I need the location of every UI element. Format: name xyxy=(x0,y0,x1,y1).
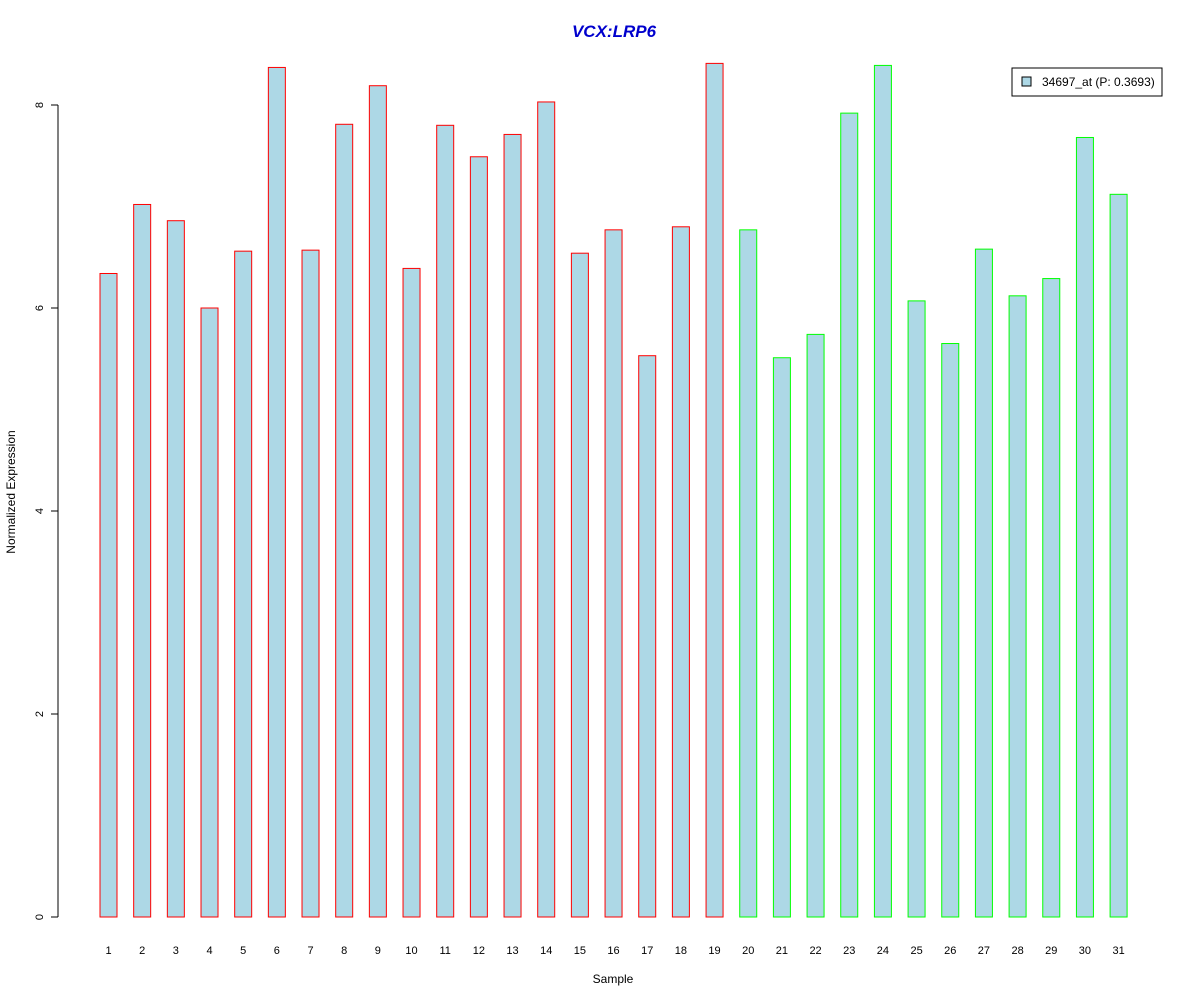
bar-sample-20 xyxy=(739,229,758,918)
y-axis: 0 2 4 6 8 xyxy=(34,102,59,920)
bar-sample-2 xyxy=(133,203,152,918)
x-tick-label: 12 xyxy=(473,945,485,957)
bar-sample-27 xyxy=(974,248,993,918)
y-tick-label: 6 xyxy=(34,305,46,311)
x-tick-label: 17 xyxy=(641,945,653,957)
x-tick-label: 30 xyxy=(1079,945,1091,957)
x-tick-label: 27 xyxy=(978,945,990,957)
x-tick-label: 22 xyxy=(809,945,821,957)
x-tick-label: 23 xyxy=(843,945,855,957)
bar-sample-1 xyxy=(99,272,118,918)
bar-sample-29 xyxy=(1042,278,1061,918)
bar-sample-6 xyxy=(267,66,286,918)
x-tick-label: 5 xyxy=(240,945,246,957)
x-tick-label: 4 xyxy=(206,945,212,957)
bar-sample-11 xyxy=(436,124,455,918)
x-tick-label: 6 xyxy=(274,945,280,957)
x-tick-label: 18 xyxy=(675,945,687,957)
y-tick-label: 0 xyxy=(34,914,46,920)
x-tick-label: 2 xyxy=(139,945,145,957)
x-tick-label: 7 xyxy=(307,945,313,957)
x-tick-label: 26 xyxy=(944,945,956,957)
bar-sample-16 xyxy=(604,229,623,918)
x-tick-label: 15 xyxy=(574,945,586,957)
bar-sample-8 xyxy=(335,123,354,918)
x-tick-label: 29 xyxy=(1045,945,1057,957)
bar-sample-24 xyxy=(873,64,892,918)
x-tick-label: 1 xyxy=(105,945,111,957)
chart-title: VCX:LRP6 xyxy=(572,22,657,41)
bar-sample-4 xyxy=(200,307,219,918)
x-tick-label: 11 xyxy=(439,945,450,957)
x-tick-label: 9 xyxy=(375,945,381,957)
bar-sample-23 xyxy=(840,112,859,918)
x-tick-label: 8 xyxy=(341,945,347,957)
bar-sample-26 xyxy=(941,343,960,918)
bar-sample-7 xyxy=(301,249,320,918)
x-tick-label: 19 xyxy=(708,945,720,957)
bar-sample-19 xyxy=(705,62,724,918)
bar-sample-15 xyxy=(570,252,589,918)
x-tick-label: 24 xyxy=(877,945,889,957)
bar-sample-21 xyxy=(772,357,791,918)
bar-sample-12 xyxy=(469,156,488,918)
bar-sample-14 xyxy=(537,101,556,918)
legend-box xyxy=(1011,67,1163,97)
x-tick-label: 21 xyxy=(776,945,788,957)
bar-sample-10 xyxy=(402,267,421,918)
legend-swatch xyxy=(1021,76,1032,87)
bar-sample-3 xyxy=(166,220,185,918)
bar-sample-17 xyxy=(638,355,657,918)
bar-sample-13 xyxy=(503,133,522,918)
x-axis-label: Sample xyxy=(593,972,634,986)
bar-sample-25 xyxy=(907,300,926,918)
legend-entry: 34697_at (P: 0.3693) xyxy=(1042,75,1155,89)
y-tick-label: 8 xyxy=(34,102,46,108)
y-tick-label: 2 xyxy=(34,711,46,717)
bar-sample-5 xyxy=(234,250,253,918)
x-tick-label: 10 xyxy=(405,945,417,957)
bars-group xyxy=(99,62,1128,918)
legend: 34697_at (P: 0.3693) xyxy=(1011,67,1163,97)
x-tick-label: 20 xyxy=(742,945,754,957)
x-tick-labels: 1 2 3 4 5 6 7 8 9 10 11 12 13 14 15 16 17 18 19 20 21 22 23 24 2… xyxy=(105,945,1124,957)
x-tick-label: 3 xyxy=(173,945,179,957)
x-tick-label: 25 xyxy=(910,945,922,957)
bar-sample-31 xyxy=(1109,193,1128,918)
bar-sample-22 xyxy=(806,333,825,918)
y-tick-label: 4 xyxy=(34,508,46,514)
x-tick-label: 16 xyxy=(607,945,619,957)
bar-sample-18 xyxy=(671,226,690,918)
bar-sample-28 xyxy=(1008,295,1027,918)
x-tick-label: 28 xyxy=(1011,945,1023,957)
y-axis-label: Normalized Expression xyxy=(4,430,18,553)
x-tick-label: 31 xyxy=(1112,945,1124,957)
x-tick-label: 14 xyxy=(540,945,552,957)
bar-sample-30 xyxy=(1075,136,1094,918)
bar-sample-9 xyxy=(368,85,387,918)
x-tick-label: 13 xyxy=(506,945,518,957)
